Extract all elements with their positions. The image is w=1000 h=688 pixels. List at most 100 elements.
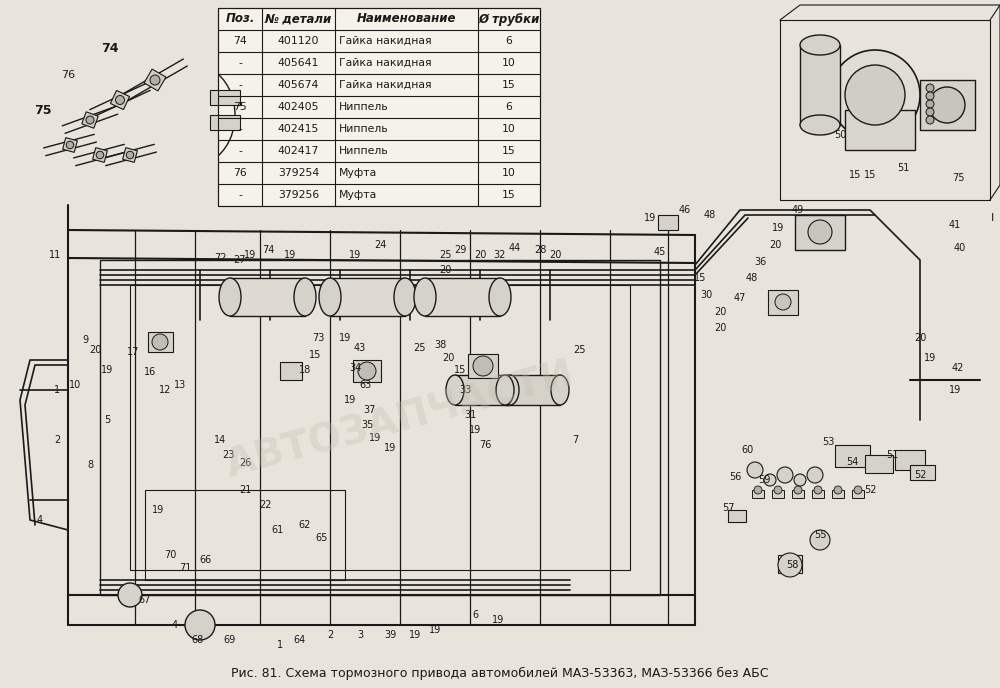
Text: Ø трубки: Ø трубки bbox=[478, 12, 540, 25]
Circle shape bbox=[118, 583, 142, 607]
Circle shape bbox=[845, 65, 905, 125]
Text: 75: 75 bbox=[952, 173, 964, 183]
Text: 13: 13 bbox=[174, 380, 186, 390]
Text: 25: 25 bbox=[439, 250, 451, 260]
Text: 36: 36 bbox=[754, 257, 766, 267]
Text: 76: 76 bbox=[233, 168, 247, 178]
Ellipse shape bbox=[319, 278, 341, 316]
Text: 19: 19 bbox=[384, 443, 396, 453]
Text: 405641: 405641 bbox=[278, 58, 319, 68]
Text: 28: 28 bbox=[534, 245, 546, 255]
Text: 19: 19 bbox=[469, 425, 481, 435]
Ellipse shape bbox=[501, 375, 519, 405]
Text: -: - bbox=[238, 146, 242, 156]
Text: 68: 68 bbox=[192, 635, 204, 645]
Text: 76: 76 bbox=[61, 70, 75, 80]
Text: 5: 5 bbox=[104, 415, 110, 425]
Text: 52: 52 bbox=[864, 485, 876, 495]
Bar bbox=[123, 148, 137, 162]
Bar bbox=[425, 278, 500, 316]
Text: 10: 10 bbox=[502, 124, 516, 134]
Bar bbox=[210, 90, 240, 105]
Text: 19: 19 bbox=[101, 365, 113, 375]
Bar bbox=[218, 8, 540, 206]
Text: 10: 10 bbox=[69, 380, 81, 390]
Text: 26: 26 bbox=[239, 458, 251, 468]
Text: 11: 11 bbox=[49, 250, 61, 260]
Text: 15: 15 bbox=[502, 190, 516, 200]
Text: 19: 19 bbox=[244, 250, 256, 260]
Bar bbox=[230, 278, 305, 316]
Bar bbox=[792, 490, 804, 498]
Text: 19: 19 bbox=[949, 385, 961, 395]
Text: 56: 56 bbox=[729, 472, 741, 482]
Text: 51: 51 bbox=[886, 450, 898, 460]
Text: -: - bbox=[238, 80, 242, 90]
Text: 73: 73 bbox=[312, 333, 324, 343]
Ellipse shape bbox=[219, 278, 241, 316]
Text: 18: 18 bbox=[299, 365, 311, 375]
Text: 19: 19 bbox=[409, 630, 421, 640]
Text: 15: 15 bbox=[849, 170, 861, 180]
Bar bbox=[468, 354, 498, 378]
Bar bbox=[728, 510, 746, 522]
Text: 45: 45 bbox=[654, 247, 666, 257]
Text: 20: 20 bbox=[914, 333, 926, 343]
Text: 61: 61 bbox=[272, 525, 284, 535]
Bar bbox=[835, 445, 870, 467]
Text: 19: 19 bbox=[339, 333, 351, 343]
Text: 62: 62 bbox=[299, 520, 311, 530]
Text: 15: 15 bbox=[502, 146, 516, 156]
Circle shape bbox=[764, 474, 776, 486]
Bar bbox=[145, 490, 345, 580]
Bar bbox=[768, 290, 798, 315]
Circle shape bbox=[66, 141, 74, 149]
Text: 32: 32 bbox=[494, 250, 506, 260]
Text: 55: 55 bbox=[814, 530, 826, 540]
Circle shape bbox=[473, 356, 493, 376]
Text: 24: 24 bbox=[374, 240, 386, 250]
Bar bbox=[772, 490, 784, 498]
Circle shape bbox=[777, 467, 793, 483]
Text: Рис. 81. Схема тормозного привода автомобилей МАЗ-53363, МАЗ-53366 без АБС: Рис. 81. Схема тормозного привода автомо… bbox=[231, 667, 769, 680]
Bar bbox=[455, 375, 510, 405]
Text: 20: 20 bbox=[439, 265, 451, 275]
Circle shape bbox=[775, 294, 791, 310]
Bar bbox=[280, 362, 302, 380]
Circle shape bbox=[778, 553, 802, 577]
Text: 72: 72 bbox=[214, 253, 226, 263]
Text: 401120: 401120 bbox=[278, 36, 319, 46]
Text: 47: 47 bbox=[734, 293, 746, 303]
Text: 1: 1 bbox=[277, 640, 283, 650]
Circle shape bbox=[150, 75, 160, 85]
Circle shape bbox=[116, 96, 124, 105]
Text: 66: 66 bbox=[199, 555, 211, 565]
Text: 29: 29 bbox=[454, 245, 466, 255]
Text: 19: 19 bbox=[644, 213, 656, 223]
Text: 44: 44 bbox=[509, 243, 521, 253]
Bar bbox=[795, 215, 845, 250]
Text: 50: 50 bbox=[834, 130, 846, 140]
Text: 42: 42 bbox=[952, 363, 964, 373]
Text: Гайка накидная: Гайка накидная bbox=[339, 36, 432, 46]
Text: 37: 37 bbox=[364, 405, 376, 415]
Bar bbox=[865, 455, 893, 473]
Text: 20: 20 bbox=[714, 307, 726, 317]
Text: 14: 14 bbox=[214, 435, 226, 445]
Text: 20: 20 bbox=[769, 240, 781, 250]
Circle shape bbox=[830, 50, 920, 140]
Text: 41: 41 bbox=[949, 220, 961, 230]
Text: 76: 76 bbox=[479, 440, 491, 450]
Text: 19: 19 bbox=[772, 223, 784, 233]
Bar bbox=[148, 332, 173, 352]
Text: 2: 2 bbox=[54, 435, 60, 445]
Text: 31: 31 bbox=[464, 410, 476, 420]
Circle shape bbox=[794, 486, 802, 494]
Bar bbox=[812, 490, 824, 498]
Circle shape bbox=[126, 151, 134, 159]
Text: 4: 4 bbox=[172, 620, 178, 630]
Text: 19: 19 bbox=[344, 395, 356, 405]
Circle shape bbox=[754, 486, 762, 494]
Circle shape bbox=[834, 486, 842, 494]
Text: 20: 20 bbox=[442, 353, 454, 363]
